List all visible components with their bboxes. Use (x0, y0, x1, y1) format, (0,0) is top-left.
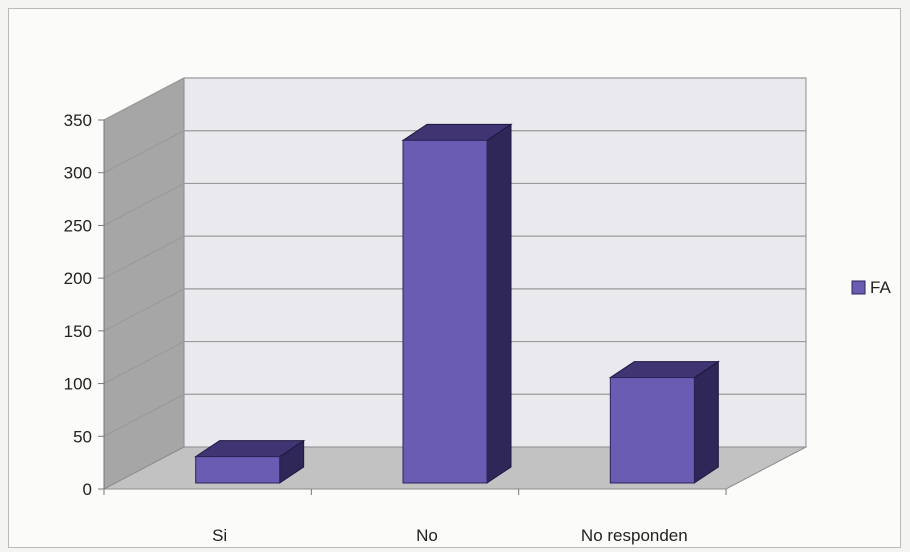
legend-swatch (851, 280, 866, 295)
y-tick-label: 250 (64, 216, 92, 235)
x-category-label: Si (212, 526, 227, 545)
bar-side (693, 360, 719, 484)
gridline-side (103, 130, 185, 174)
bar-front (609, 377, 695, 484)
bars (194, 123, 720, 484)
y-tick-label: 200 (64, 269, 92, 288)
gridline-side (103, 341, 185, 385)
legend-label: FA (870, 278, 891, 297)
bar-no (401, 123, 513, 484)
x-axis: Si No No responden (103, 489, 727, 545)
gridline-side (103, 182, 185, 226)
bar-chart: 0 50 100 150 200 250 300 350 Si No No responden F… (64, 77, 891, 545)
side-wall (103, 77, 185, 490)
y-tick-label: 100 (64, 375, 92, 394)
gridline-side (103, 235, 185, 279)
gridline-side (103, 288, 185, 332)
gridline-side (103, 393, 185, 437)
y-tick-label: 150 (64, 322, 92, 341)
y-tick-label: 300 (64, 164, 92, 183)
bar-side (486, 123, 512, 484)
gridline-side (103, 77, 185, 121)
legend: FA (851, 278, 891, 297)
x-category-label: No responden (581, 526, 688, 545)
bar-si (194, 439, 306, 484)
y-axis: 0 50 100 150 200 250 300 350 (64, 111, 105, 499)
y-tick-label: 50 (73, 427, 92, 446)
bar-no-responden (608, 360, 720, 484)
y-tick-label: 350 (64, 111, 92, 130)
chart-frame: 0 50 100 150 200 250 300 350 Si No No responden F… (8, 8, 901, 548)
y-tick-label: 0 (83, 480, 92, 499)
bar-front (402, 139, 488, 484)
bar-front (195, 456, 281, 484)
x-category-label: No (416, 526, 438, 545)
